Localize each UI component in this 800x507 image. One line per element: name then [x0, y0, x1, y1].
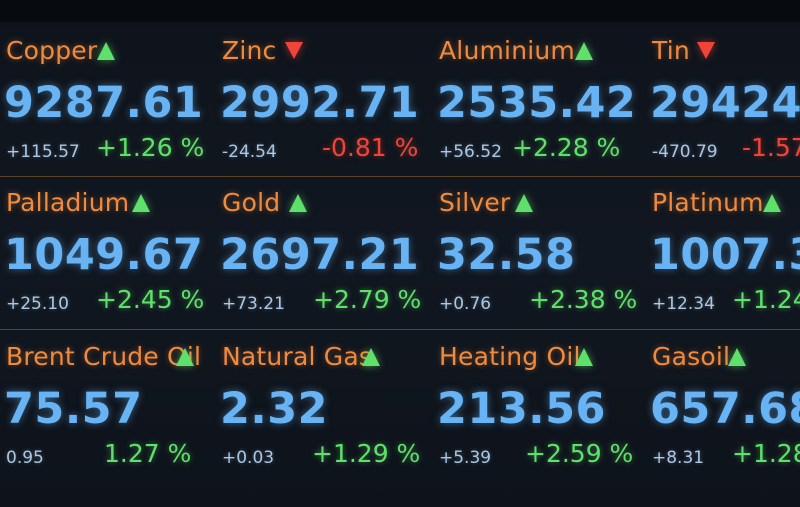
triangle-down-icon	[697, 42, 715, 59]
ticker-percent: +2.79 %	[313, 285, 422, 314]
triangle-up-icon	[97, 42, 115, 60]
ticker-price: 213.56	[437, 384, 606, 434]
ticker-name: Silver	[439, 188, 511, 217]
ticker-change: +0.03	[222, 448, 275, 468]
ticker-change: 0.95	[6, 448, 44, 468]
ticker-price: 2535.42	[437, 78, 637, 128]
ticker-name: Zinc	[222, 36, 277, 65]
ticker-price: 32.58	[437, 230, 576, 280]
ticker-price: 2697.21	[220, 230, 420, 280]
ticker-price: 29424.3	[650, 78, 800, 128]
ticker-percent: -1.57	[742, 133, 800, 162]
row-divider	[0, 329, 800, 330]
triangle-up-icon	[728, 348, 746, 366]
ticker-percent: +2.59 %	[525, 439, 634, 468]
ticker-name: Copper	[6, 36, 98, 65]
ticker-price: 1007.34	[650, 230, 800, 280]
ticker-percent: +2.45 %	[96, 285, 205, 314]
triangle-up-icon	[176, 348, 194, 366]
triangle-up-icon	[515, 194, 533, 212]
ticker-price: 9287.61	[4, 78, 204, 128]
ticker-change: +12.34	[652, 294, 715, 314]
ticker-name: Natural Gas	[222, 342, 373, 371]
ticker-percent: +1.28	[732, 439, 800, 468]
ticker-percent: +1.24	[732, 285, 800, 314]
ticker-name: Aluminium	[439, 36, 575, 65]
ticker-percent: -0.81 %	[322, 133, 419, 162]
triangle-up-icon	[575, 348, 593, 366]
ticker-percent: +1.26 %	[96, 133, 205, 162]
ticker-change: +25.10	[6, 294, 69, 314]
ticker-percent: 1.27 %	[104, 439, 192, 468]
ticker-change: +115.57	[6, 142, 80, 162]
ticker-name: Heating Oil	[439, 342, 581, 371]
ticker-price: 1049.67	[4, 230, 204, 280]
ticker-change: -24.54	[222, 142, 277, 162]
ticker-price: 2.32	[220, 384, 329, 434]
ticker-price: 75.57	[4, 384, 143, 434]
triangle-down-icon	[285, 42, 303, 59]
triangle-up-icon	[763, 194, 781, 212]
triangle-up-icon	[289, 194, 307, 212]
ticker-row-energy: Brent Crude Oil 75.57 0.95 1.27 % Natura…	[0, 336, 800, 486]
ticker-change: +0.76	[439, 294, 492, 314]
triangle-up-icon	[362, 348, 380, 366]
ticker-change: +5.39	[439, 448, 492, 468]
ticker-change: +73.21	[222, 294, 285, 314]
triangle-up-icon	[132, 194, 150, 212]
top-band	[0, 0, 800, 22]
ticker-percent: +2.28 %	[512, 133, 621, 162]
ticker-name: Brent Crude Oil	[6, 342, 202, 371]
ticker-row-precious: Palladium 1049.67 +25.10 +2.45 % Gold 26…	[0, 182, 800, 332]
ticker-percent: +2.38 %	[529, 285, 638, 314]
ticker-name: Tin	[652, 36, 690, 65]
ticker-name: Gold	[222, 188, 281, 217]
row-divider	[0, 176, 800, 177]
ticker-percent: +1.29 %	[312, 439, 421, 468]
ticker-change: +8.31	[652, 448, 705, 468]
ticker-name: Palladium	[6, 188, 130, 217]
ticker-row-metals-base: Copper 9287.61 +115.57 +1.26 % Zinc 2992…	[0, 30, 800, 180]
ticker-name: Gasoil	[652, 342, 731, 371]
ticker-name: Platinum	[652, 188, 764, 217]
ticker-price: 657.68	[650, 384, 800, 434]
triangle-up-icon	[575, 42, 593, 60]
ticker-price: 2992.71	[220, 78, 420, 128]
ticker-change: -470.79	[652, 142, 718, 162]
ticker-change: +56.52	[439, 142, 502, 162]
